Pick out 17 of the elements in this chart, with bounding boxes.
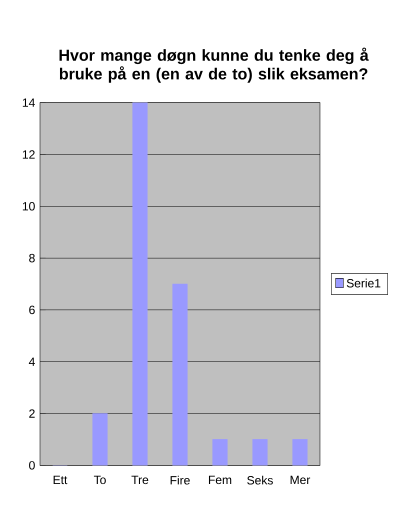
y-tick-label: 8 (29, 254, 35, 262)
chart-title: Hvor mange døgn kunne du tenke deg å bruke på en (en av de to) slik eksamen? (60, 48, 369, 83)
y-tick-label: 14 (23, 98, 36, 107)
x-tick-label: Fire (170, 476, 190, 485)
x-tick-label: Fem (209, 476, 232, 484)
y-tick-label: 12 (23, 150, 35, 159)
x-tick-label: Tre (132, 476, 148, 484)
x-tick-label: Ett (54, 476, 68, 484)
y-tick-label: 10 (23, 202, 35, 211)
y-tick-label: 2 (29, 409, 35, 418)
y-tick-label: 4 (29, 358, 36, 366)
y-tick-label: 0 (29, 461, 35, 470)
y-tick-label: 6 (29, 306, 35, 314)
x-tick-label: To (94, 476, 106, 484)
legend-label: Serie1 (346, 278, 380, 288)
x-tick-label: Mer (290, 476, 310, 484)
x-tick-label: Seks (247, 476, 274, 485)
